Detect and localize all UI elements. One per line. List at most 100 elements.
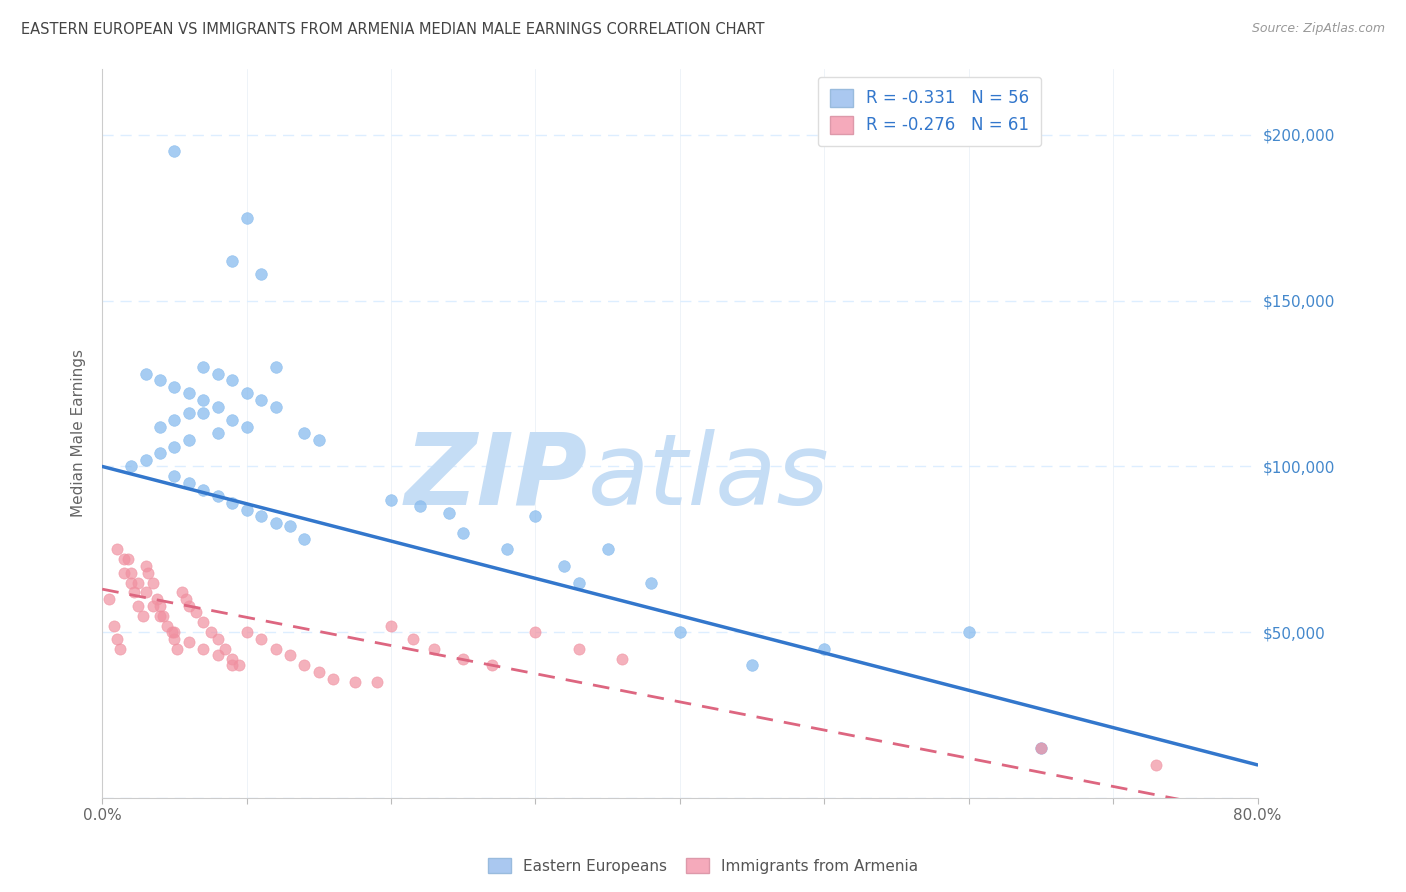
Point (524, 625, 547, 640)
Point (451, 652, 474, 666)
Point (112, 566, 135, 580)
Point (524, 509, 547, 524)
Point (122, 585, 145, 599)
Text: Source: ZipAtlas.com: Source: ZipAtlas.com (1251, 22, 1385, 36)
Point (553, 558, 575, 573)
Point (366, 675, 388, 690)
Point (741, 658, 763, 673)
Point (228, 658, 250, 673)
Point (221, 253, 243, 268)
Point (149, 446, 172, 460)
Point (149, 599, 172, 613)
Point (264, 516, 287, 530)
Point (292, 426, 315, 441)
Point (669, 625, 692, 640)
Y-axis label: Median Male Earnings: Median Male Earnings (72, 350, 86, 517)
Point (235, 502, 257, 516)
Point (235, 211, 257, 225)
Point (250, 393, 273, 408)
Point (163, 413, 186, 427)
Point (495, 542, 517, 557)
Point (135, 452, 157, 467)
Point (177, 599, 200, 613)
Point (278, 519, 301, 533)
Point (193, 483, 215, 497)
Point (308, 433, 330, 447)
Point (610, 652, 633, 666)
Point (235, 386, 257, 401)
Point (250, 632, 273, 646)
Point (292, 533, 315, 547)
Point (160, 625, 183, 640)
Point (142, 599, 165, 613)
Point (177, 433, 200, 447)
Point (163, 440, 186, 454)
Point (264, 641, 287, 656)
Point (135, 558, 157, 573)
Point (221, 496, 243, 510)
Legend: Eastern Europeans, Immigrants from Armenia: Eastern Europeans, Immigrants from Armen… (482, 852, 924, 880)
Point (193, 393, 215, 408)
Point (163, 145, 186, 159)
Point (640, 575, 662, 590)
Point (177, 635, 200, 649)
Point (163, 469, 186, 483)
Point (437, 506, 460, 520)
Point (278, 648, 301, 663)
Point (163, 632, 186, 646)
Point (214, 641, 236, 656)
Point (105, 632, 128, 646)
Point (163, 625, 186, 640)
Point (193, 406, 215, 420)
Point (402, 632, 425, 646)
Point (170, 585, 193, 599)
Point (166, 641, 188, 656)
Point (138, 566, 160, 580)
Point (200, 625, 222, 640)
Point (250, 267, 273, 281)
Point (264, 359, 287, 374)
Point (250, 509, 273, 524)
Point (103, 618, 125, 632)
Point (177, 386, 200, 401)
Point (235, 625, 257, 640)
Point (451, 525, 474, 540)
Point (380, 618, 402, 632)
Point (264, 400, 287, 414)
Point (156, 618, 179, 632)
Point (127, 599, 149, 613)
Point (1029, 741, 1052, 756)
Point (568, 575, 591, 590)
Point (322, 672, 344, 686)
Point (221, 413, 243, 427)
Point (207, 426, 229, 441)
Point (957, 625, 980, 640)
Point (163, 380, 186, 394)
Point (409, 500, 432, 514)
Point (177, 476, 200, 491)
Point (193, 359, 215, 374)
Point (207, 632, 229, 646)
Point (423, 641, 446, 656)
Point (292, 658, 315, 673)
Point (221, 658, 243, 673)
Point (152, 608, 174, 623)
Point (120, 575, 142, 590)
Point (343, 675, 366, 690)
Point (813, 641, 835, 656)
Text: EASTERN EUROPEAN VS IMMIGRANTS FROM ARMENIA MEDIAN MALE EARNINGS CORRELATION CHA: EASTERN EUROPEAN VS IMMIGRANTS FROM ARME… (21, 22, 765, 37)
Point (207, 489, 229, 503)
Point (221, 373, 243, 387)
Point (596, 542, 619, 557)
Point (1144, 758, 1167, 772)
Point (108, 641, 131, 656)
Point (135, 585, 157, 599)
Point (146, 592, 169, 607)
Point (135, 367, 157, 381)
Point (207, 648, 229, 663)
Point (149, 373, 172, 387)
Legend: R = -0.331   N = 56, R = -0.276   N = 61: R = -0.331 N = 56, R = -0.276 N = 61 (818, 77, 1042, 146)
Point (127, 575, 149, 590)
Point (149, 419, 172, 434)
Point (184, 606, 207, 620)
